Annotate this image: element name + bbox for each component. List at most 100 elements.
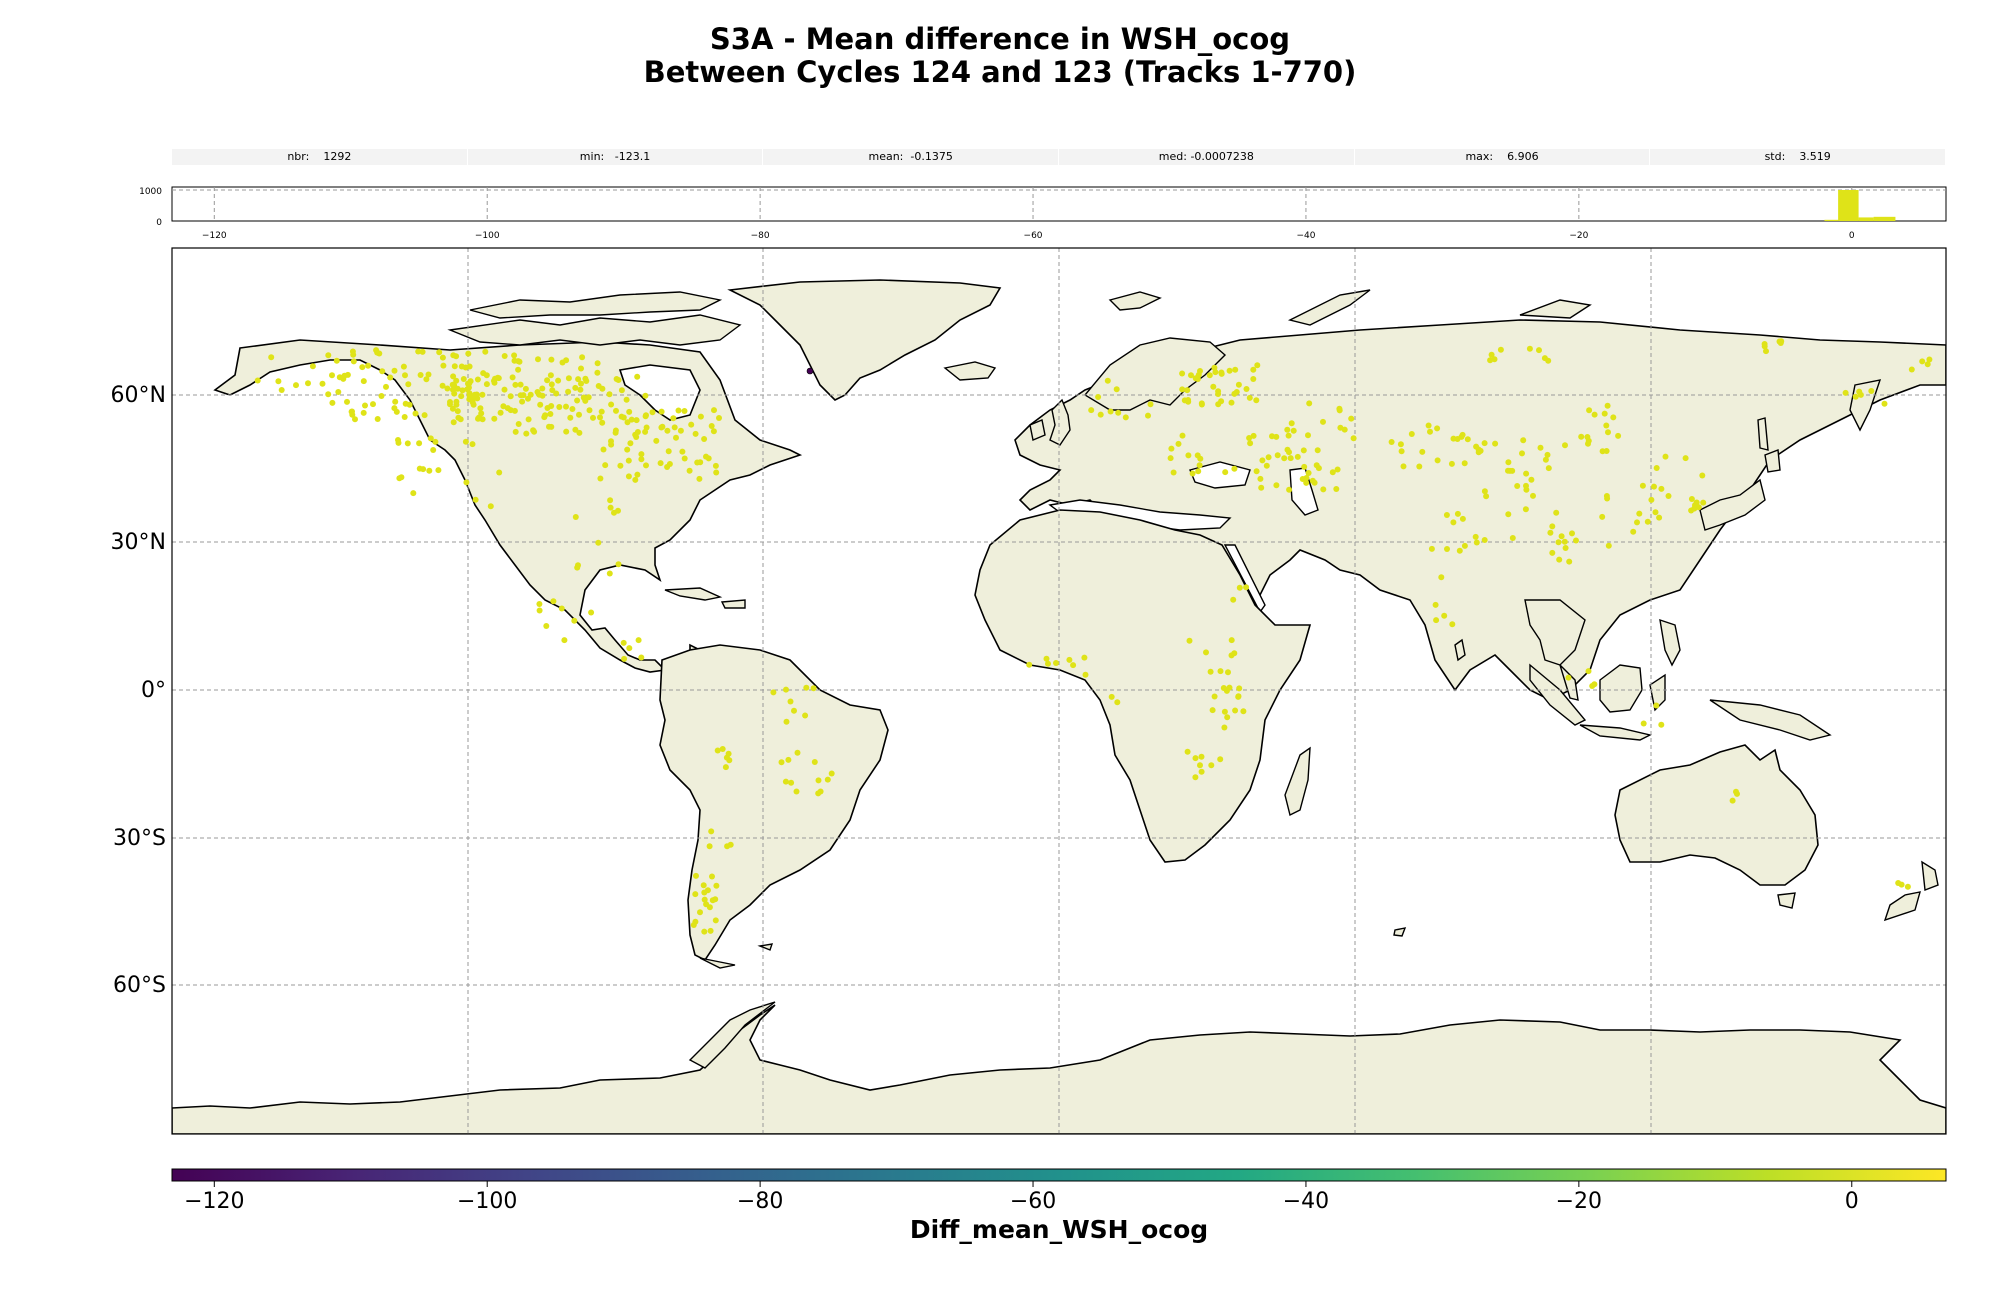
stat-median: med: -0.0007238 [1059, 149, 1355, 165]
measurement-point [362, 402, 368, 409]
measurement-point [450, 373, 457, 380]
measurement-point [1145, 412, 1151, 419]
measurement-point [548, 356, 555, 363]
measurement-point [487, 503, 494, 510]
measurement-point [1341, 426, 1348, 433]
stat-value: 6.906 [1507, 150, 1539, 163]
latitude-label: 0° [141, 678, 166, 703]
measurement-point [638, 456, 645, 463]
measurement-point [440, 362, 447, 369]
measurement-point [1301, 463, 1308, 470]
measurement-point [520, 392, 527, 399]
measurement-point [576, 411, 582, 418]
measurement-point [1197, 455, 1204, 462]
measurement-point [1443, 512, 1450, 518]
novaya-zemlya [1287, 289, 1371, 326]
measurement-point [1700, 499, 1707, 506]
measurement-point [1208, 762, 1215, 769]
measurement-point [1868, 388, 1875, 394]
japan [1699, 478, 1766, 531]
histogram-xtick: 0 [1849, 231, 1855, 241]
measurement-point [677, 427, 684, 434]
measurement-point [482, 348, 489, 355]
measurement-point [421, 412, 428, 419]
measurement-point [1555, 539, 1562, 546]
measurement-point [500, 403, 507, 410]
measurement-point [1434, 457, 1441, 464]
measurement-point [1320, 418, 1326, 425]
measurement-point [1095, 394, 1102, 400]
measurement-point [1066, 656, 1073, 663]
measurement-point [472, 496, 479, 503]
measurement-point [716, 415, 722, 421]
measurement-point [563, 403, 569, 410]
measurement-point [578, 365, 584, 372]
measurement-point [350, 358, 357, 365]
measurement-point [1924, 361, 1931, 368]
severnaya-zemlya [1519, 299, 1592, 319]
measurement-point [1348, 415, 1355, 422]
measurement-point [1195, 468, 1202, 475]
measurement-point [1232, 366, 1239, 373]
measurement-point [1225, 669, 1231, 676]
measurement-point [391, 367, 398, 374]
measurement-point [395, 437, 401, 443]
measurement-point [561, 637, 568, 644]
measurement-point [392, 398, 399, 405]
measurement-point [548, 423, 555, 430]
measurement-point [1206, 372, 1213, 379]
sri-lanka [1454, 638, 1466, 662]
measurement-point [454, 385, 461, 392]
measurement-point [1881, 400, 1888, 407]
measurement-point [1104, 377, 1111, 384]
measurement-point [659, 423, 666, 430]
measurement-point [1287, 455, 1294, 462]
measurement-point [1688, 496, 1695, 502]
measurement-point [373, 347, 380, 354]
measurement-point [714, 747, 721, 754]
measurement-point [642, 413, 649, 420]
measurement-point [536, 607, 543, 614]
measurement-point [634, 471, 641, 478]
measurement-point [1113, 386, 1120, 393]
measurement-point [1904, 883, 1911, 890]
measurement-point [1263, 462, 1270, 469]
measurement-point [567, 414, 574, 421]
measurement-point [1398, 448, 1405, 455]
measurement-point [627, 440, 634, 447]
measurement-point [602, 462, 609, 469]
measurement-point [1236, 584, 1243, 591]
measurement-point [1309, 477, 1316, 484]
measurement-point [632, 476, 639, 483]
measurement-point [1565, 674, 1572, 681]
measurement-point [523, 430, 530, 437]
stat-min: min: -123.1 [468, 149, 764, 165]
measurement-point [335, 389, 342, 395]
measurement-point [402, 372, 408, 379]
measurement-point [450, 419, 457, 426]
svalbard [1108, 291, 1162, 311]
measurement-point [471, 391, 478, 398]
measurement-point [1545, 465, 1552, 472]
measurement-point [534, 389, 541, 395]
measurement-point [1211, 693, 1218, 700]
stat-value: -0.1375 [910, 150, 953, 163]
measurement-point [444, 385, 451, 392]
measurement-point [365, 362, 372, 369]
measurement-point [693, 872, 699, 879]
measurement-point [1456, 547, 1463, 554]
measurement-point [1898, 881, 1905, 888]
measurement-point [426, 467, 433, 474]
measurement-point [549, 387, 556, 394]
measurement-point [1305, 432, 1311, 439]
measurement-point [319, 380, 326, 387]
measurement-point [1253, 468, 1260, 475]
measurement-point [1505, 459, 1512, 466]
measurement-point [543, 623, 550, 629]
measurement-point [783, 718, 790, 725]
measurement-point [1461, 460, 1468, 467]
measurement-point [254, 377, 261, 384]
measurement-point [815, 777, 822, 784]
measurement-point [1254, 362, 1261, 369]
measurement-point [1223, 687, 1230, 694]
